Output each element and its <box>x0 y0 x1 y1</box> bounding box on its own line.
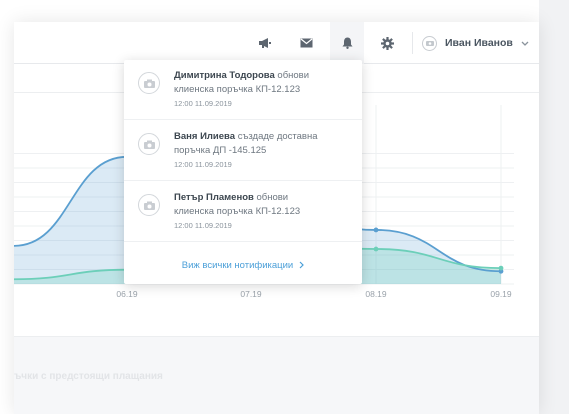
notification-actor: Димитрина Тодорова <box>174 70 275 81</box>
notification-action: обнови <box>256 192 289 203</box>
notification-action: обнови <box>277 70 310 81</box>
notification-time: 12:00 11.09.2019 <box>174 221 232 230</box>
data-point <box>498 265 504 271</box>
mail-icon <box>300 38 312 48</box>
notification-action: създаде доставна <box>237 131 318 142</box>
notification-item[interactable]: Петър Пламенов обнови клиенска поръчка КП… <box>124 182 362 242</box>
notification-text: Петър Пламенов обнови клиенска поръчка КП… <box>174 191 352 219</box>
notification-avatar <box>138 72 160 94</box>
megaphone-icon <box>259 38 271 48</box>
x-tick-label: 09.19 <box>490 289 512 299</box>
notification-time: 12:00 11.09.2019 <box>174 160 232 169</box>
settings-button[interactable] <box>370 22 404 64</box>
messages-button[interactable] <box>289 22 323 64</box>
x-tick-label: 07.19 <box>240 289 262 299</box>
chevron-right-icon <box>299 261 305 269</box>
notifications-button[interactable] <box>330 22 364 64</box>
avatar <box>422 35 437 51</box>
notification-avatar <box>138 133 160 155</box>
chevron-down-icon <box>521 41 529 46</box>
notification-text: Ваня Илиева създаде доставна поръчка ДП -… <box>174 130 352 158</box>
view-all-label: Виж всички нотификации <box>181 259 294 271</box>
data-point <box>373 227 379 233</box>
top-bar: Иван Иванов <box>14 22 539 64</box>
bell-icon <box>342 37 352 49</box>
camera-icon <box>143 201 155 210</box>
data-point <box>373 246 379 252</box>
payments-section-title: ъчки с предстоящи плащания <box>14 371 163 382</box>
x-tick-label: 08.19 <box>365 289 387 299</box>
notification-avatar <box>138 194 160 216</box>
notification-item[interactable]: Ваня Илиева създаде доставна поръчка ДП -… <box>124 121 362 181</box>
right-edge-strip <box>539 0 569 414</box>
notifications-dropdown: Димитрина Тодорова обнови клиенска поръчк… <box>124 60 362 284</box>
notification-text: Димитрина Тодорова обнови клиенска поръчк… <box>174 69 352 97</box>
notification-actor: Ваня Илиева <box>174 131 236 142</box>
notification-object: поръчка ДП -145.125 <box>174 145 267 156</box>
gear-icon <box>380 36 394 50</box>
camera-icon <box>143 79 155 88</box>
camera-icon <box>143 140 155 149</box>
notification-actor: Петър Пламенов <box>174 192 254 203</box>
notification-object: клиенска поръчка КП-12.123 <box>174 84 301 95</box>
user-menu[interactable]: Иван Иванов <box>422 22 529 64</box>
view-all-notifications-link[interactable]: Виж всички нотификации <box>124 253 362 277</box>
user-name: Иван Иванов <box>445 37 513 49</box>
user-divider <box>412 32 413 54</box>
notification-item[interactable]: Димитрина Тодорова обнови клиенска поръчк… <box>124 60 362 120</box>
announcements-button[interactable] <box>248 22 282 64</box>
notification-time: 12:00 11.09.2019 <box>174 99 232 108</box>
notification-object: клиенска поръчка КП-12.123 <box>174 206 301 217</box>
camera-icon <box>425 41 434 46</box>
x-tick-label: 06.19 <box>116 289 138 299</box>
